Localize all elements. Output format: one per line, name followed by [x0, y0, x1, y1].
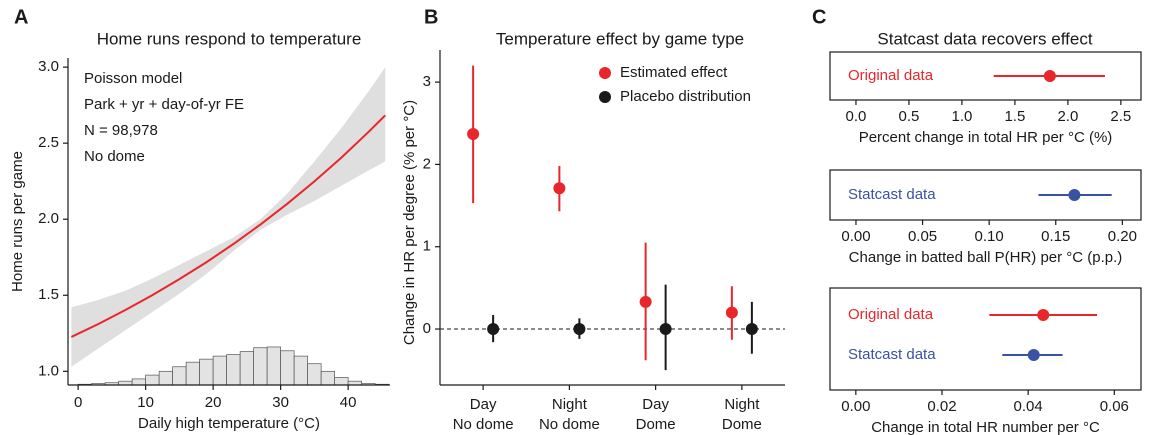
point [659, 323, 672, 336]
x-tick-label: Dome [722, 416, 762, 433]
histogram-bar [280, 350, 295, 386]
series-label: Statcast data [848, 346, 936, 363]
x-axis-label: Change in batted ball P(HR) per °C (p.p.… [849, 249, 1123, 266]
series-label: Original data [848, 306, 934, 323]
x-tick-label: 0.10 [975, 228, 1004, 245]
x-axis-label: Daily high temperature (°C) [138, 415, 320, 432]
annotation: No dome [84, 148, 145, 165]
panel-title: Home runs respond to temperature [97, 29, 362, 48]
legend-label: Estimated effect [620, 64, 728, 81]
histogram-bar [158, 370, 173, 386]
x-tick-label: 0.02 [927, 398, 956, 415]
x-tick-label: 0.00 [841, 228, 870, 245]
confidence-band [71, 67, 386, 367]
legend-marker [599, 91, 611, 103]
histogram-bar [199, 358, 214, 386]
histogram-bar [334, 377, 349, 386]
x-axis-label: Change in total HR number per °C [871, 419, 1100, 435]
annotation: Park + yr + day-of-yr FE [84, 96, 244, 113]
x-tick-label: Night [724, 396, 760, 413]
x-tick-label: 2.0 [1057, 108, 1078, 125]
x-tick-label: Night [552, 396, 588, 413]
x-tick-label: 0.04 [1014, 398, 1043, 415]
annotation: Poisson model [84, 70, 182, 87]
point [1037, 309, 1050, 321]
x-tick-label: 2.5 [1110, 108, 1131, 125]
x-tick-label: 30 [272, 394, 289, 411]
x-tick-label: No dome [453, 416, 514, 433]
x-tick-label: 0.05 [908, 228, 937, 245]
point [639, 295, 652, 308]
panel-letter: A [14, 6, 28, 28]
histogram-bar [307, 363, 322, 386]
x-tick-label: 0.15 [1041, 228, 1070, 245]
x-tick-label: 0 [74, 394, 82, 411]
y-tick-label: 3.0 [38, 58, 59, 75]
point [1043, 70, 1056, 82]
histogram-bar [185, 361, 200, 386]
y-tick-label: 2.5 [38, 134, 59, 151]
x-tick-label: 1.0 [951, 108, 972, 125]
point [487, 323, 500, 336]
y-tick-label: 2.0 [38, 210, 59, 227]
x-tick-label: 40 [340, 394, 357, 411]
y-tick-label: 2 [423, 155, 431, 172]
point [1068, 189, 1081, 201]
y-axis-label: Change in HR per degree (% per °C) [401, 100, 418, 345]
histogram-bar [131, 378, 146, 386]
histogram-bar [212, 355, 227, 386]
y-tick-label: 1 [423, 238, 431, 255]
histogram-bar [226, 354, 241, 386]
y-tick-label: 1.0 [38, 362, 59, 379]
x-tick-label: 10 [137, 394, 154, 411]
y-tick-label: 1.5 [38, 286, 59, 303]
histogram-bar [239, 351, 254, 386]
x-tick-label: 0.0 [846, 108, 867, 125]
x-tick-label: 20 [205, 394, 222, 411]
series-label: Original data [848, 67, 934, 84]
x-tick-label: 0.00 [841, 398, 870, 415]
annotation: N = 98,978 [84, 122, 158, 139]
y-tick-label: 3 [423, 73, 431, 90]
legend-marker [599, 67, 611, 79]
panel-letter: B [424, 6, 438, 28]
x-tick-label: Day [642, 396, 669, 413]
y-tick-label: 0 [423, 320, 431, 337]
panel-box [829, 287, 1142, 391]
fit-line [70, 114, 386, 338]
x-tick-label: 0.20 [1108, 228, 1137, 245]
panel-title: Statcast data recovers effect [877, 29, 1092, 48]
histogram-bar [320, 370, 335, 386]
histogram-bar [172, 366, 187, 386]
y-axis-label: Home runs per game [9, 151, 26, 292]
x-tick-label: 0.06 [1100, 398, 1129, 415]
x-axis-label: Percent change in total HR per °C (%) [859, 129, 1113, 146]
x-tick-label: 1.5 [1004, 108, 1025, 125]
x-tick-label: No dome [539, 416, 600, 433]
panel-box [829, 169, 1142, 221]
point [467, 127, 480, 140]
x-tick-label: Day [470, 396, 497, 413]
x-tick-label: 0.5 [899, 108, 920, 125]
histogram-bar [293, 355, 308, 386]
series-label: Statcast data [848, 186, 936, 203]
panel-title: Temperature effect by game type [496, 29, 744, 48]
point [1027, 349, 1040, 361]
panel-letter: C [812, 6, 826, 28]
legend-label: Placebo distribution [620, 88, 751, 105]
histogram-bar [145, 374, 160, 386]
histogram-bar [253, 347, 268, 386]
point [745, 323, 758, 336]
point [573, 323, 586, 336]
x-tick-label: Dome [636, 416, 676, 433]
panel-box [829, 51, 1142, 101]
histogram-bar [266, 346, 281, 386]
point [725, 306, 738, 319]
point [553, 182, 566, 195]
